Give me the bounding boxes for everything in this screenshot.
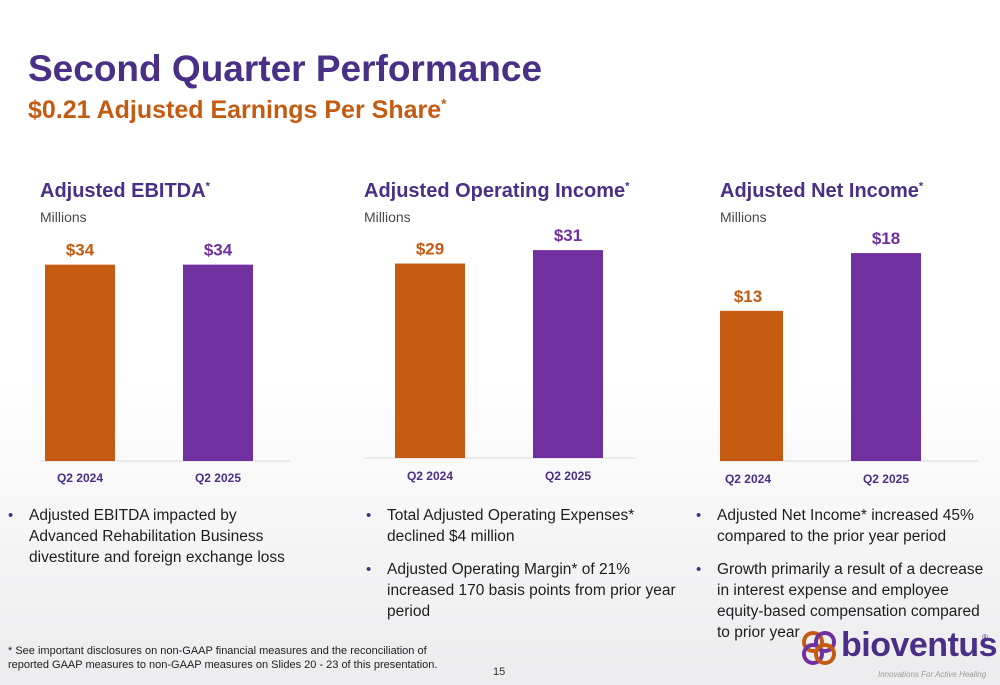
chart-adjusted-ebitda: $34 Q2 2024 $34 Q2 2025: [40, 241, 290, 485]
bullets-net-income: • Adjusted Net Income* increased 45% comp…: [692, 505, 992, 655]
data-label: $13: [734, 287, 762, 306]
bar-q2-2025: [533, 250, 603, 458]
category-label: Q2 2024: [407, 469, 453, 483]
panel-title: Adjusted Operating Income*: [364, 180, 629, 203]
panel-units: Millions: [364, 209, 411, 225]
bullet-item: • Adjusted Operating Margin* of 21% incre…: [362, 559, 677, 622]
panel-units: Millions: [40, 209, 87, 225]
panel-adjusted-net-income: Adjusted Net Income* Millions $13 Q2 2024…: [720, 180, 1000, 500]
data-label: $34: [66, 241, 95, 260]
data-label: $31: [554, 226, 582, 245]
bullet-item: • Total Adjusted Operating Expenses* decl…: [362, 505, 677, 547]
category-label: Q2 2024: [725, 472, 771, 486]
bullet-text: Adjusted Operating Margin* of 21% increa…: [387, 561, 676, 620]
bullet-dot: •: [366, 507, 372, 524]
panel-title-text: Adjusted Operating Income: [364, 180, 626, 202]
bullet-text: Total Adjusted Operating Expenses* decli…: [387, 507, 635, 545]
category-label: Q2 2024: [57, 471, 103, 485]
bullet-item: • Adjusted EBITDA impacted by Advanced Re…: [4, 505, 304, 568]
panel-title: Adjusted Net Income*: [720, 180, 923, 203]
data-label: $29: [416, 240, 444, 259]
data-label: $18: [872, 229, 900, 248]
bullet-dot: •: [696, 507, 702, 524]
panel-units: Millions: [720, 209, 767, 225]
panel-title-asterisk: *: [205, 180, 210, 193]
logo-tagline: Innovations For Active Healing: [878, 670, 987, 679]
panel-title-asterisk: *: [918, 180, 924, 193]
category-label: Q2 2025: [545, 469, 591, 483]
slide-subtitle: $0.21 Adjusted Earnings Per Share*: [28, 96, 446, 125]
bullet-dot: •: [8, 507, 14, 524]
bullet-text: Growth primarily a result of a decrease …: [717, 561, 984, 641]
bar-q2-2024: [720, 310, 783, 461]
logo-wordmark: bioventus: [841, 626, 998, 664]
footnote-asterisk: *: [8, 645, 13, 657]
bar-q2-2024: [45, 264, 115, 461]
chart-adjusted-net-income: $13 Q2 2024 $18 Q2 2025: [720, 229, 978, 486]
panel-adjusted-operating-income: Adjusted Operating Income* Millions $29 Q…: [364, 180, 674, 500]
bullets-operating-income: • Total Adjusted Operating Expenses* decl…: [362, 505, 677, 634]
panel-title-asterisk: *: [625, 180, 630, 193]
bar-q2-2024: [395, 263, 465, 458]
bullets-ebitda: • Adjusted EBITDA impacted by Advanced Re…: [4, 505, 304, 580]
panel-adjusted-ebitda: Adjusted EBITDA* Millions $34 Q2 2024 $34 Q…: [40, 180, 350, 500]
bullet-text: Adjusted Net Income* increased 45% compa…: [717, 507, 974, 545]
page-number: 15: [493, 666, 506, 678]
bullet-text: Adjusted EBITDA impacted by Advanced Reh…: [29, 507, 285, 566]
data-label: $34: [204, 241, 233, 260]
bar-q2-2025: [851, 253, 921, 461]
footnote: * See important disclosures on non-GAAP …: [8, 644, 448, 672]
category-label: Q2 2025: [863, 472, 909, 486]
subtitle-asterisk: *: [441, 96, 447, 112]
bioventus-knot-icon: [802, 631, 836, 665]
category-label: Q2 2025: [195, 471, 241, 485]
panel-title-text: Adjusted EBITDA: [40, 180, 206, 202]
bullet-dot: •: [366, 561, 372, 578]
subtitle-text: $0.21 Adjusted Earnings Per Share: [28, 96, 442, 124]
bar-q2-2025: [183, 264, 253, 461]
chart-adjusted-operating-income: $29 Q2 2024 $31 Q2 2025: [364, 226, 636, 483]
slide-title: Second Quarter Performance: [28, 48, 543, 89]
logo-registered-mark: ®: [982, 633, 988, 642]
bullet-item: • Adjusted Net Income* increased 45% comp…: [692, 505, 992, 547]
footnote-text: See important disclosures on non-GAAP fi…: [8, 645, 438, 671]
bullet-dot: •: [696, 561, 702, 578]
bioventus-logo: bioventus ® Innovations For Active Heali…: [800, 624, 998, 684]
panel-title-text: Adjusted Net Income: [720, 180, 919, 202]
bullet-item: • Growth primarily a result of a decrease…: [692, 559, 992, 643]
panel-title: Adjusted EBITDA*: [40, 180, 210, 203]
